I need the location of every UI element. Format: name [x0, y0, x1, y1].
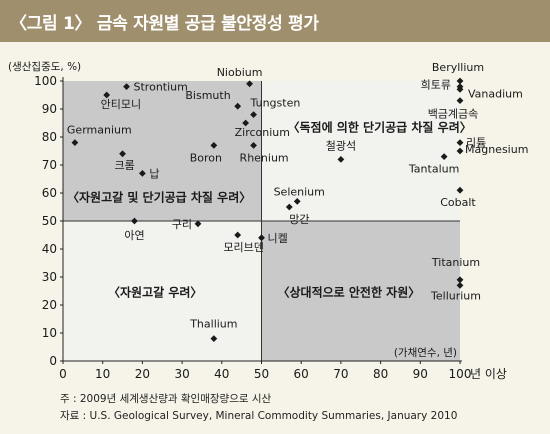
point-marker: [103, 91, 111, 99]
point-marker: [71, 139, 79, 146]
quadrant-bl-bg: [63, 221, 262, 361]
point-label: Selenium: [274, 185, 325, 198]
y-tick-label: 10: [42, 326, 57, 340]
point-marker: [258, 234, 265, 242]
point-marker: [210, 335, 218, 342]
point-marker: [456, 139, 464, 146]
point-marker: [456, 276, 464, 284]
point-label: Tungsten: [250, 97, 301, 110]
point-marker: [456, 77, 464, 85]
quadrant-tl-bg: [63, 81, 262, 221]
point-label: 모리브덴: [223, 241, 263, 254]
point-marker: [250, 142, 257, 149]
y-tick-label: 60: [42, 186, 57, 200]
x-tick-label: 0: [59, 367, 67, 381]
point-label: 납: [149, 167, 159, 180]
point-label: Thallium: [189, 318, 237, 331]
x-tick-label: 70: [333, 367, 348, 381]
point-marker: [139, 170, 146, 177]
y-axis-label: (생산집중도, %): [8, 61, 81, 73]
point-label: Cobalt: [440, 196, 476, 209]
point-marker: [210, 142, 218, 149]
y-tick-label: 80: [42, 130, 57, 144]
point-label: 아연: [124, 229, 144, 242]
point-label: Strontium: [134, 81, 188, 94]
chart-title: 〈그림 1〉 금속 자원별 공급 불안정성 평가: [10, 14, 319, 34]
x-tick-label: 30: [174, 367, 189, 381]
point-marker: [285, 203, 293, 211]
point-label: 리튬: [466, 137, 486, 150]
point-marker: [234, 102, 242, 110]
point-label: Bismuth: [185, 89, 230, 102]
point-marker: [246, 80, 253, 88]
point-label: Tellurium: [430, 289, 481, 302]
y-tick-label: 50: [42, 214, 57, 228]
point-label: Germanium: [67, 124, 132, 137]
x-tick-label: 100: [449, 367, 472, 381]
point-marker: [456, 97, 464, 104]
point-marker: [456, 282, 464, 289]
y-tick-label: 90: [42, 102, 57, 116]
point-marker: [440, 153, 448, 160]
point-label: Beryllium: [432, 61, 484, 74]
x-tick-label: 50: [254, 367, 269, 381]
point-label: Vanadium: [468, 87, 523, 100]
x-tick-label: 80: [373, 367, 388, 381]
point-label: Niobium: [217, 66, 263, 79]
quadrant-label-tr: 〈독점에 의한 단기공급 차질 우려〉: [288, 119, 472, 134]
point-marker: [131, 217, 138, 225]
point-label: Boron: [190, 151, 222, 164]
point-label: Magnesium: [465, 143, 528, 156]
point-marker: [194, 220, 202, 228]
point-label: 망간: [289, 213, 309, 226]
y-tick-label: 70: [42, 158, 57, 172]
x-tick-label: 60: [294, 367, 309, 381]
point-label: Rhenium: [240, 151, 289, 164]
x-tick-label: 90: [413, 367, 428, 381]
point-label: 안티모니: [101, 98, 141, 111]
y-tick-label: 40: [42, 242, 57, 256]
y-tick-label: 20: [42, 298, 57, 312]
point-marker: [337, 156, 345, 163]
point-label: Titanium: [431, 256, 480, 269]
x-tick-label: 20: [135, 367, 150, 381]
point-label: Tantalum: [408, 163, 459, 176]
point-marker: [456, 147, 464, 155]
y-tick-label: 100: [34, 74, 57, 88]
point-marker: [456, 186, 464, 194]
point-label: 구리: [172, 218, 192, 231]
point-label: 크롬: [115, 159, 135, 172]
quadrant-label-bl: 〈자원고갈 우려〉: [108, 285, 202, 300]
y-tick-label: 0: [49, 354, 57, 368]
title-bar: 〈그림 1〉 금속 자원별 공급 불안정성 평가: [0, 0, 550, 42]
quadrant-label-br: 〈상대적으로 안전한 자원〉: [278, 285, 421, 300]
point-label: 니켈: [268, 232, 288, 245]
quadrant-tr-bg: [261, 81, 460, 221]
x-axis-label: (가채연수, 년): [394, 347, 457, 359]
quadrant-br-bg: [261, 221, 460, 361]
x-tick-label: 40: [214, 367, 229, 381]
point-marker: [456, 86, 464, 93]
point-label: 희토류: [421, 79, 451, 92]
note-line: 주 : 2009년 세계생산량과 확인매장량으로 시산: [60, 393, 272, 405]
point-marker: [293, 198, 301, 205]
x-tick-label: 10: [95, 367, 110, 381]
point-marker: [250, 111, 257, 118]
source-line: 자료 : U.S. Geological Survey, Mineral Com…: [60, 410, 458, 422]
y-tick-label: 30: [42, 270, 57, 284]
point-marker: [242, 119, 250, 127]
point-label: 백금계금속: [428, 108, 479, 121]
quadrant-label-tl: 〈자원고갈 및 단기공급 차질 우려〉: [67, 189, 251, 204]
point-label: Zirconium: [235, 126, 290, 139]
x-tick-suffix: 년 이상: [470, 367, 507, 381]
point-marker: [123, 83, 130, 90]
point-marker: [119, 150, 126, 158]
point-label: 철광석: [326, 139, 356, 152]
point-marker: [234, 231, 242, 239]
